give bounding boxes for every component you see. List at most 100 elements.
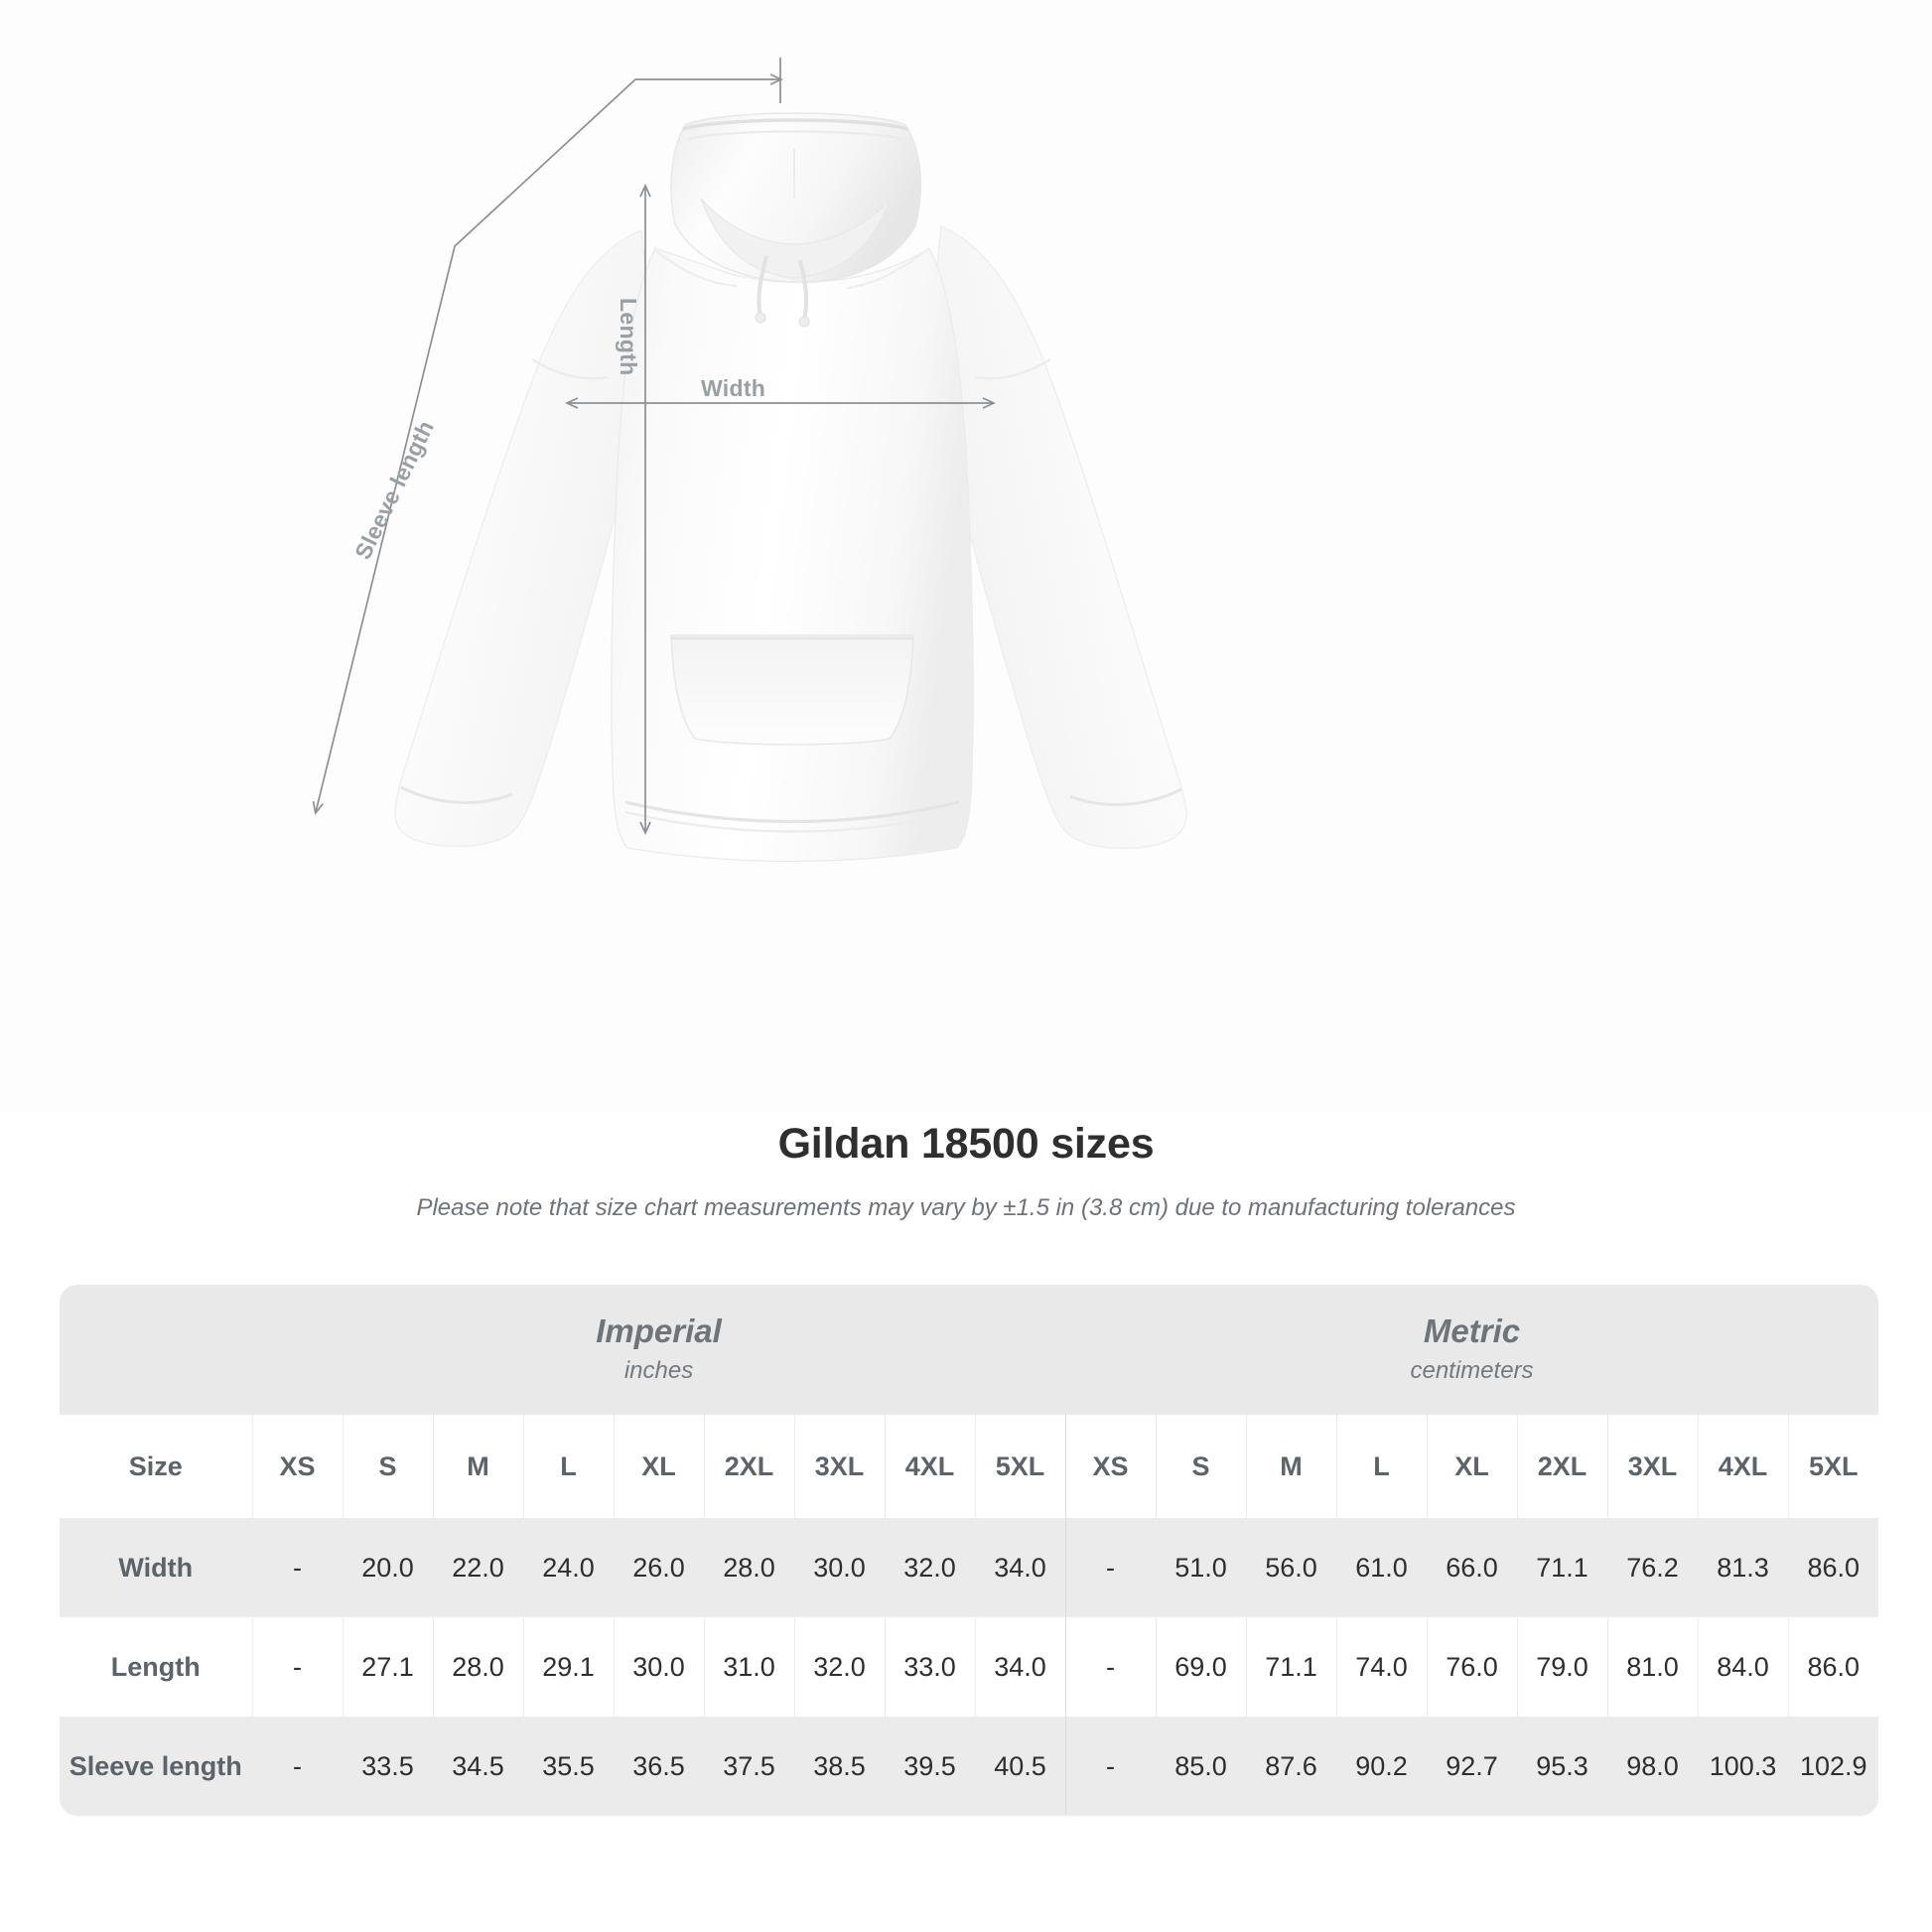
cell-length-metric-2xl: 79.0: [1516, 1617, 1607, 1718]
cell-sleeve-imperial-l: 35.5: [522, 1717, 614, 1817]
size-header-metric-xs: XS: [1064, 1415, 1156, 1519]
size-header-imperial-3xl: 3XL: [793, 1415, 885, 1519]
cell-length-imperial-l: 29.1: [522, 1617, 614, 1718]
cell-length-metric-xl: 76.0: [1426, 1617, 1517, 1718]
size-header-imperial-2xl: 2XL: [703, 1415, 794, 1519]
cell-length-imperial-xl: 30.0: [613, 1617, 704, 1718]
cell-length-metric-4xl: 84.0: [1697, 1617, 1788, 1718]
unit-row-spacer: [60, 1285, 252, 1416]
size-header-label: Size: [60, 1415, 252, 1519]
hoodie-illustration: [0, 58, 1187, 863]
cell-sleeve-metric-xs: -: [1064, 1717, 1156, 1817]
chart-caption: Gildan 18500 sizes Please note that size…: [0, 1110, 1932, 1222]
cell-width-metric-xs: -: [1064, 1518, 1156, 1618]
tolerance-note: Please note that size chart measurements…: [416, 1194, 1516, 1221]
width-label: Width: [701, 375, 766, 401]
cell-length-metric-m: 71.1: [1245, 1617, 1336, 1718]
cell-sleeve-imperial-3xl: 38.5: [793, 1717, 885, 1817]
size-header-metric-m: M: [1245, 1415, 1336, 1519]
cell-width-imperial-3xl: 30.0: [793, 1518, 885, 1618]
cell-length-metric-l: 74.0: [1335, 1617, 1427, 1718]
cell-sleeve-imperial-m: 34.5: [432, 1717, 523, 1817]
size-header-metric-4xl: 4XL: [1697, 1415, 1788, 1519]
size-header-imperial-s: S: [342, 1415, 433, 1519]
cell-sleeve-metric-3xl: 98.0: [1606, 1717, 1698, 1817]
size-header-imperial-5xl: 5XL: [974, 1415, 1065, 1519]
size-header-metric-3xl: 3XL: [1606, 1415, 1698, 1519]
hoodie-shape: [394, 112, 1187, 863]
size-header-row: Size XS S M L XL 2XL 3XL 4XL 5XL XS S M …: [60, 1415, 1879, 1519]
cell-width-imperial-4xl: 32.0: [884, 1518, 975, 1618]
size-header-metric-xl: XL: [1426, 1415, 1517, 1519]
page-title: Gildan 18500 sizes: [777, 1120, 1155, 1168]
size-header-imperial-4xl: 4XL: [884, 1415, 975, 1519]
cell-sleeve-metric-4xl: 100.3: [1697, 1717, 1788, 1817]
cell-length-imperial-xs: -: [251, 1617, 343, 1718]
size-header-metric-5xl: 5XL: [1787, 1415, 1879, 1519]
cell-width-imperial-2xl: 28.0: [703, 1518, 794, 1618]
cell-sleeve-metric-s: 85.0: [1155, 1717, 1246, 1817]
garment-measurement-diagram: Length Width Sleeve length: [0, 58, 1187, 863]
cell-width-metric-4xl: 81.3: [1697, 1518, 1788, 1618]
cell-sleeve-imperial-5xl: 40.5: [974, 1717, 1065, 1817]
unit-system-row: Imperial inches Metric centimeters: [60, 1285, 1879, 1416]
cell-width-metric-m: 56.0: [1245, 1518, 1336, 1618]
cell-length-imperial-s: 27.1: [342, 1617, 433, 1718]
cell-sleeve-imperial-xs: -: [251, 1717, 343, 1817]
cell-length-imperial-3xl: 32.0: [793, 1617, 885, 1718]
unit-measure-imperial: inches: [623, 1357, 694, 1385]
cell-length-imperial-5xl: 34.0: [974, 1617, 1065, 1718]
cell-width-metric-2xl: 71.1: [1516, 1518, 1607, 1618]
size-header-imperial-m: M: [432, 1415, 523, 1519]
cell-sleeve-imperial-4xl: 39.5: [884, 1717, 975, 1817]
cell-sleeve-metric-l: 90.2: [1335, 1717, 1427, 1817]
unit-measure-metric: centimeters: [1410, 1357, 1534, 1385]
unit-group-imperial: Imperial inches: [252, 1285, 1065, 1416]
cell-width-imperial-m: 22.0: [432, 1518, 523, 1618]
unit-system-name-metric: Metric: [1423, 1312, 1521, 1349]
cell-length-imperial-m: 28.0: [432, 1617, 523, 1718]
cell-width-imperial-xl: 26.0: [613, 1518, 704, 1618]
cell-sleeve-metric-2xl: 95.3: [1516, 1717, 1607, 1817]
cell-width-imperial-5xl: 34.0: [974, 1518, 1065, 1618]
size-header-imperial-l: L: [522, 1415, 614, 1519]
cell-width-metric-5xl: 86.0: [1787, 1518, 1879, 1618]
cell-length-metric-xs: -: [1064, 1617, 1156, 1718]
size-header-metric-2xl: 2XL: [1516, 1415, 1607, 1519]
cell-width-imperial-xs: -: [251, 1518, 343, 1618]
cell-width-imperial-s: 20.0: [342, 1518, 433, 1618]
cell-sleeve-metric-5xl: 102.9: [1787, 1717, 1879, 1817]
row-label-length: Length: [60, 1617, 252, 1718]
size-header-imperial-xl: XL: [613, 1415, 704, 1519]
cell-length-metric-5xl: 86.0: [1787, 1617, 1879, 1718]
size-header-metric-s: S: [1155, 1415, 1246, 1519]
size-header-metric-l: L: [1335, 1415, 1427, 1519]
table-row: Length - 27.1 28.0 29.1 30.0 31.0 32.0 3…: [60, 1617, 1879, 1718]
measurement-lines: [316, 58, 993, 832]
length-label: Length: [616, 298, 641, 376]
cell-width-metric-l: 61.0: [1335, 1518, 1427, 1618]
table-row: Sleeve length - 33.5 34.5 35.5 36.5 37.5…: [60, 1717, 1879, 1817]
unit-system-name-imperial: Imperial: [596, 1312, 722, 1349]
cell-length-metric-3xl: 81.0: [1606, 1617, 1698, 1718]
cell-width-metric-3xl: 76.2: [1606, 1518, 1698, 1618]
cell-width-metric-xl: 66.0: [1426, 1518, 1517, 1618]
cell-length-metric-s: 69.0: [1155, 1617, 1246, 1718]
cell-sleeve-imperial-2xl: 37.5: [703, 1717, 794, 1817]
cell-sleeve-imperial-s: 33.5: [342, 1717, 433, 1817]
cell-width-imperial-l: 24.0: [522, 1518, 614, 1618]
size-table: Imperial inches Metric centimeters Size …: [60, 1285, 1879, 1817]
row-label-sleeve-length: Sleeve length: [60, 1717, 252, 1817]
cell-sleeve-metric-m: 87.6: [1245, 1717, 1336, 1817]
size-header-imperial-xs: XS: [251, 1415, 343, 1519]
cell-length-imperial-4xl: 33.0: [884, 1617, 975, 1718]
cell-sleeve-imperial-xl: 36.5: [613, 1717, 704, 1817]
cell-length-imperial-2xl: 31.0: [703, 1617, 794, 1718]
cell-sleeve-metric-xl: 92.7: [1426, 1717, 1517, 1817]
cell-width-metric-s: 51.0: [1155, 1518, 1246, 1618]
row-label-width: Width: [60, 1518, 252, 1618]
size-table-container: Imperial inches Metric centimeters Size …: [60, 1285, 1879, 1817]
unit-group-metric: Metric centimeters: [1065, 1285, 1879, 1416]
sleeve-length-dimension-line: [316, 79, 780, 812]
